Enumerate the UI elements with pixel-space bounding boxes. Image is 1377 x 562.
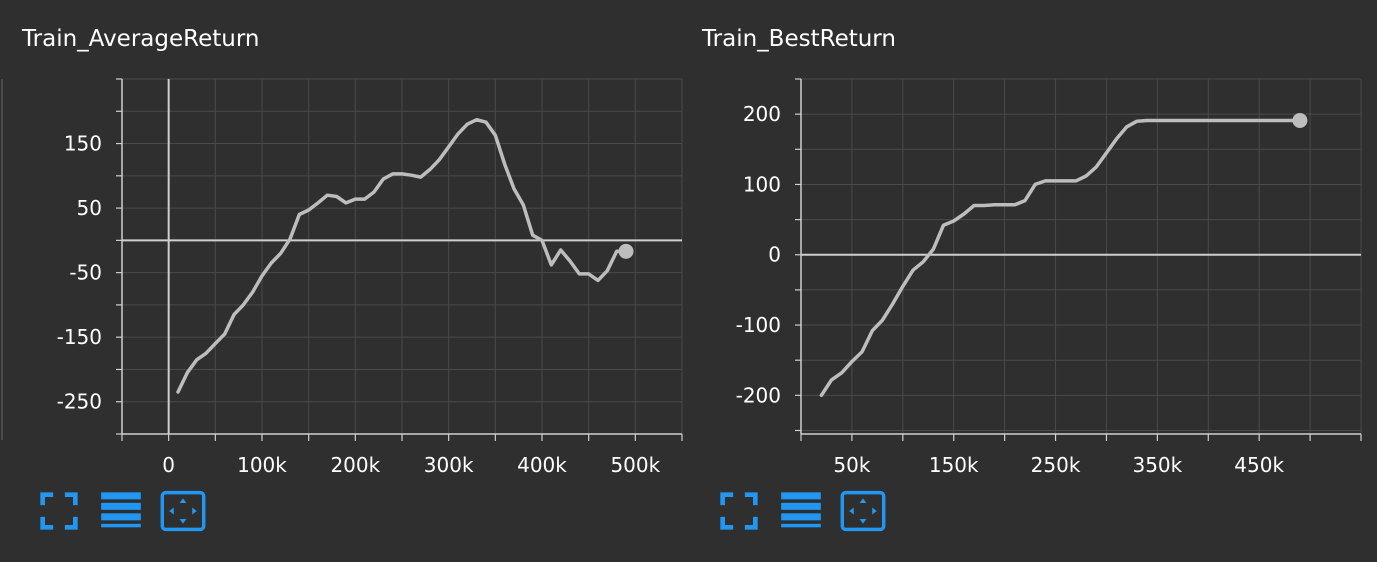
y-tick-label: 50: [77, 196, 102, 220]
series-line: [819, 118, 1302, 398]
fit-domain-icon: [160, 490, 206, 532]
x-tick-label: 450k: [1234, 453, 1284, 477]
y-tick-label: -200: [736, 383, 781, 407]
fit-domain-button[interactable]: [840, 490, 886, 532]
fullscreen-icon: [720, 492, 758, 530]
gridlines: [800, 78, 1362, 434]
series-end-point: [618, 243, 634, 259]
series-end-point: [1292, 112, 1308, 128]
fit-domain-button[interactable]: [160, 490, 206, 532]
y-tick-label: -50: [69, 261, 102, 285]
line-chart-average-return[interactable]: 150 50 -50 -150 -250 0 100k 200k 300k 400k 500k: [0, 0, 690, 477]
y-tick-label: -250: [57, 390, 102, 414]
data-table-icon: [101, 492, 141, 528]
fullscreen-icon: [40, 492, 78, 530]
y-tick-label: -100: [736, 313, 781, 337]
x-tick-label: 250k: [1031, 453, 1081, 477]
y-tick-label: -150: [57, 325, 102, 349]
fit-domain-icon: [840, 490, 886, 532]
x-tick-label: 150k: [929, 453, 979, 477]
x-tick-label: 400k: [517, 453, 567, 477]
chart-title: Train_BestReturn: [702, 26, 896, 52]
toggle-data-table-button[interactable]: [778, 490, 824, 532]
y-tick-label: 150: [64, 132, 102, 156]
x-tick-label: 300k: [424, 453, 474, 477]
x-tick-label: 350k: [1132, 453, 1182, 477]
data-table-icon: [781, 492, 821, 528]
x-tick-label: 0: [162, 453, 175, 477]
chart-title: Train_AverageReturn: [22, 26, 260, 52]
series-line: [176, 117, 628, 394]
fullscreen-button[interactable]: [716, 490, 762, 532]
gridlines: [121, 78, 683, 435]
y-tick-label: 200: [743, 102, 781, 126]
x-tick-label: 500k: [610, 453, 660, 477]
x-tick-label: 200k: [330, 453, 380, 477]
x-tick-label: 50k: [833, 453, 870, 477]
fullscreen-button[interactable]: [36, 490, 82, 532]
x-tick-label: 100k: [237, 453, 287, 477]
toggle-data-table-button[interactable]: [98, 490, 144, 532]
chart-card-best-return: Train_BestReturn 200 100 0 -100 -200 50k 150k 2…: [690, 0, 1377, 562]
y-tick-label: 0: [768, 243, 781, 267]
y-tick-label: 100: [743, 172, 781, 196]
chart-card-average-return: Train_AverageReturn 150 50 -50 -150 -250 0 100…: [0, 0, 690, 532]
line-chart-best-return[interactable]: 200 100 0 -100 -200 50k 150k 250k 350k 450k: [690, 0, 1377, 477]
